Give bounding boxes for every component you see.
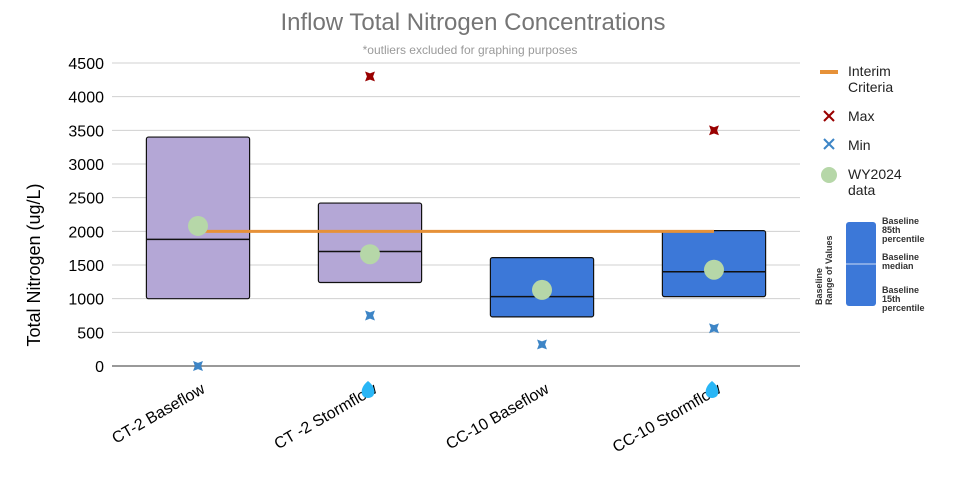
wy2024-point (360, 244, 380, 265)
y-tick-label: 4000 (68, 90, 104, 107)
y-tick-label: 0 (95, 359, 104, 376)
y-tick-label: 500 (77, 325, 104, 342)
y-tick-label: 2000 (68, 224, 104, 241)
legend-label-max: Max (848, 108, 874, 124)
legend-swatch-interim-criteria (820, 70, 838, 74)
key-side-label-2: Range of Values (824, 235, 834, 305)
max-marker (365, 71, 375, 82)
stormflow-drop-icon (361, 381, 375, 398)
min-marker (537, 339, 547, 350)
key-mid-label-2: median (882, 261, 914, 271)
legend-swatch-min (823, 138, 835, 150)
stormflow-drop-icon (705, 381, 719, 398)
category-labels: CT-2 Baseflow CT -2 Stormflow CC-10 Basefl… (109, 381, 724, 457)
key-bot-label-3: percentile (882, 303, 925, 313)
key-side-label-1: Baseline (814, 268, 824, 305)
min-marker (193, 361, 203, 371)
chart-title: Inflow Total Nitrogen Concentrations (280, 9, 665, 36)
legend-label-interim-criteria-line2: Criteria (848, 79, 893, 95)
box (317, 202, 423, 284)
legend-label-interim-criteria: Interim (848, 63, 891, 79)
y-tick-label: 2500 (68, 191, 104, 208)
markers-layer (188, 71, 724, 371)
legend-swatch-max (823, 110, 835, 122)
legend-label-wy2024: WY2024 (848, 166, 902, 182)
legend-label-min: Min (848, 137, 871, 153)
key-top-label-3: percentile (882, 234, 925, 244)
min-marker (365, 310, 375, 321)
key-bot-label-1: Baseline (882, 285, 919, 295)
key-mid-label-1: Baseline (882, 252, 919, 262)
y-tick-label: 1500 (68, 258, 104, 275)
box-key: Baseline Range of Values Baseline 85th p… (814, 216, 925, 313)
y-tick-label: 1000 (68, 292, 104, 309)
y-axis-label: Total Nitrogen (ug/L) (24, 183, 44, 346)
wy2024-point (704, 259, 724, 280)
category-label: CC-10 Baseflow (443, 381, 552, 454)
legend: Interim Criteria Max Min WY2024 data (820, 63, 902, 198)
key-top-label-2: 85th (882, 225, 901, 235)
y-tick-labels: 0 500 1000 1500 2000 2500 3000 3500 4000 4500 (68, 56, 104, 376)
legend-label-wy2024-line2: data (848, 182, 875, 198)
max-marker (709, 125, 719, 136)
wy2024-point (188, 215, 208, 236)
chart-subtitle: *outliers excluded for graphing purposes (363, 43, 578, 57)
min-marker (709, 323, 719, 334)
wy2024-point (532, 279, 552, 300)
y-tick-label: 4500 (68, 56, 104, 73)
key-top-label-1: Baseline (882, 216, 919, 226)
category-label: CT-2 Baseflow (109, 381, 208, 448)
y-tick-label: 3500 (68, 123, 104, 140)
legend-swatch-wy2024 (821, 167, 837, 183)
y-tick-label: 3000 (68, 157, 104, 174)
key-bot-label-2: 15th (882, 294, 901, 304)
